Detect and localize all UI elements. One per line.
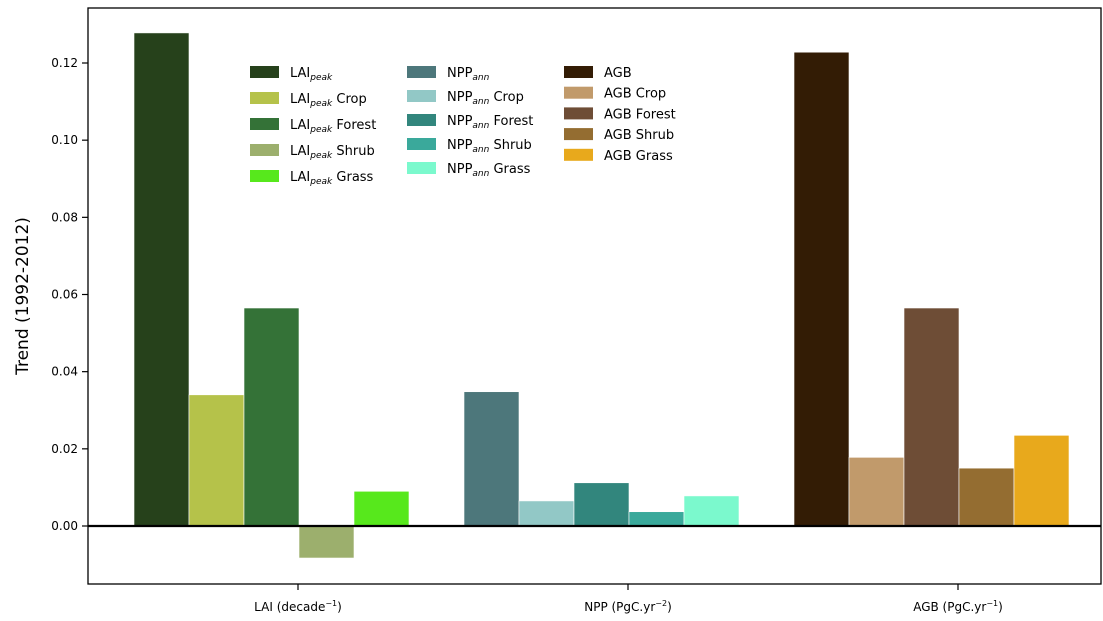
legend-label: AGB Crop (604, 87, 666, 102)
bar-lai-forest (243, 307, 300, 527)
x-tick-label: NPP (PgC.yr−2) (584, 599, 672, 614)
plot-frame (87, 7, 1102, 585)
bars-layer (133, 32, 1070, 559)
legend-label: AGB (604, 66, 632, 81)
legend-swatch (564, 107, 593, 120)
legend-swatch (250, 118, 279, 130)
y-tick-label: 0.08 (51, 210, 78, 224)
y-tick-label: 0.12 (51, 56, 78, 70)
bar-npp (463, 391, 520, 527)
legend-swatch (564, 128, 593, 141)
legend-swatch (564, 66, 593, 78)
legend-label: LAIpeak Shrub (290, 144, 375, 161)
y-tick-label: 0.00 (51, 519, 78, 533)
legend-swatch (564, 148, 593, 161)
bar-npp-grass (683, 495, 740, 527)
legend-label: NPPann Shrub (447, 138, 532, 155)
bar-agb-forest (903, 307, 960, 527)
y-tick-label: 0.06 (51, 288, 78, 302)
bar-lai-shrub (298, 525, 355, 559)
legend-label: AGB Grass (604, 149, 673, 164)
legend-label: AGB Shrub (604, 128, 674, 143)
legend-swatch (250, 144, 279, 156)
bar-npp-shrub (628, 511, 685, 527)
legend-label: LAIpeak (290, 66, 333, 83)
legend-swatch (250, 92, 279, 104)
x-tick-label: AGB (PgC.yr−1) (913, 599, 1003, 614)
bar-agb-crop (848, 457, 905, 527)
legend-label: LAIpeak Crop (290, 92, 367, 109)
legend-label: NPPann Crop (447, 90, 524, 107)
legend-swatch (564, 86, 593, 99)
legend-swatch (407, 66, 436, 78)
legend-label: LAIpeak Forest (290, 118, 376, 135)
bar-agb-grass (1013, 435, 1070, 527)
legend-swatch (250, 66, 279, 78)
legend: LAIpeak LAIpeak Crop LAIpeak Forest LAIpeak… (250, 66, 676, 187)
legend-swatch (407, 138, 436, 150)
legend-label: LAIpeak Grass (290, 170, 374, 187)
bar-npp-forest (573, 482, 630, 527)
x-axis: LAI (decade−1) NPP (PgC.yr−2) AGB (PgC.yr−… (254, 584, 1003, 614)
y-axis: 0.00 0.02 0.04 0.06 0.08 0.10 0.12 (51, 56, 88, 533)
legend-label: NPPann Forest (447, 114, 533, 131)
y-tick-label: 0.04 (51, 365, 78, 379)
legend-swatch (250, 170, 279, 182)
legend-label: NPPann (447, 66, 490, 83)
bar-lai-crop (188, 394, 245, 527)
legend-swatch (407, 162, 436, 174)
y-tick-label: 0.10 (51, 133, 78, 147)
bar-lai (133, 32, 190, 527)
legend-swatch (407, 90, 436, 102)
legend-label: NPPann Grass (447, 162, 531, 179)
bar-agb-shrub (958, 467, 1015, 527)
bar-lai-grass (353, 490, 410, 527)
legend-swatch (407, 114, 436, 126)
legend-label: AGB Forest (604, 107, 676, 122)
y-tick-label: 0.02 (51, 442, 78, 456)
bar-npp-crop (518, 500, 575, 527)
bar-agb (793, 51, 850, 527)
x-tick-label: LAI (decade−1) (254, 599, 342, 614)
y-axis-title: Trend (1992-2012) (13, 217, 33, 376)
